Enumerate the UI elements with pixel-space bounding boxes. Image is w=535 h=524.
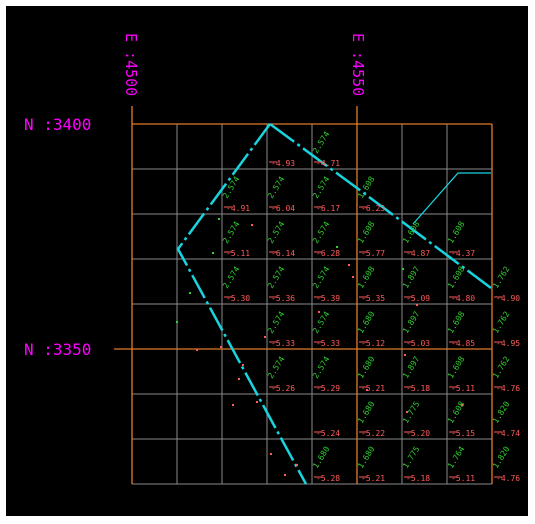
- survey-point: [406, 411, 408, 413]
- cell-lower-value: -5.36: [271, 294, 295, 303]
- cell-lower-value: -5.11: [226, 249, 250, 258]
- survey-point: [232, 404, 234, 406]
- cell-lower-value: -5.33: [316, 339, 340, 348]
- cell-lower-value: -5.18: [406, 474, 430, 483]
- cell-lower-value: -5.39: [316, 294, 340, 303]
- cell-lower-value: -4.90: [496, 294, 520, 303]
- survey-point: [404, 354, 406, 356]
- survey-point: [212, 252, 214, 254]
- northing-label-top: N :3400: [24, 115, 91, 134]
- cell-lower-value: -4.93: [271, 159, 295, 168]
- cell-lower-value: -5.15: [451, 429, 475, 438]
- cell-lower-value: -6.23: [361, 204, 385, 213]
- boundary-upper-right: [412, 172, 491, 225]
- survey-point: [318, 311, 320, 313]
- survey-point: [189, 292, 191, 294]
- cell-lower-value: -4.80: [451, 294, 475, 303]
- survey-point: [416, 304, 418, 306]
- survey-point: [256, 401, 258, 403]
- cell-lower-value: -5.30: [226, 294, 250, 303]
- cell-lower-value: -5.20: [406, 429, 430, 438]
- cell-lower-value: -4.95: [496, 339, 520, 348]
- cell-lower-value: -4.71: [316, 159, 340, 168]
- cell-lower-value: -5.12: [361, 339, 385, 348]
- cell-lower-value: -6.28: [316, 249, 340, 258]
- survey-point: [336, 246, 338, 248]
- cell-lower-value: -5.28: [316, 474, 340, 483]
- cell-lower-value: -4.87: [406, 249, 430, 258]
- cell-lower-value: -6.04: [271, 204, 295, 213]
- cell-lower-value: -4.76: [496, 384, 520, 393]
- boundary-diagonal: [269, 122, 492, 290]
- survey-point: [366, 389, 368, 391]
- boundary-lines: [176, 122, 492, 485]
- survey-point: [220, 346, 222, 348]
- cell-lower-value: -5.03: [406, 339, 430, 348]
- cell-lower-value: -5.09: [406, 294, 430, 303]
- survey-point: [238, 378, 240, 380]
- survey-point: [461, 404, 463, 406]
- survey-point: [348, 264, 350, 266]
- cell-lower-value: -4.76: [496, 474, 520, 483]
- cell-lower-value: -6.14: [271, 249, 295, 258]
- cell-lower-value: -5.33: [271, 339, 295, 348]
- survey-point: [176, 321, 178, 323]
- cell-lower-value: -5.77: [361, 249, 385, 258]
- cell-lower-value: -5.21: [361, 474, 385, 483]
- survey-markers: [176, 218, 463, 476]
- boundary-polygon: [176, 123, 308, 485]
- cell-lower-value: -5.29: [316, 384, 340, 393]
- cell-lower-value: -4.85: [451, 339, 475, 348]
- survey-point: [251, 224, 253, 226]
- survey-point: [264, 336, 266, 338]
- easting-label-right: E :4550: [349, 33, 367, 96]
- survey-point: [242, 364, 244, 366]
- survey-point: [352, 276, 354, 278]
- survey-point: [196, 349, 198, 351]
- axis-lines: [114, 106, 493, 484]
- easting-label-left: E :4500: [122, 33, 140, 96]
- survey-point: [218, 218, 220, 220]
- cell-lower-value: -5.24: [316, 429, 340, 438]
- cell-lower-value: -5.21: [361, 384, 385, 393]
- cell-lower-value: -4.37: [451, 249, 475, 258]
- survey-point: [402, 268, 404, 270]
- coordinate-labels: E :4500 E :4550 N :3400 N :3350: [24, 33, 367, 359]
- cell-lower-value: -5.22: [361, 429, 385, 438]
- cell-lower-value: -5.35: [361, 294, 385, 303]
- survey-point: [284, 474, 286, 476]
- survey-point: [270, 453, 272, 455]
- cell-lower-value: -4.74: [496, 429, 520, 438]
- cell-lower-value: -4.91: [226, 204, 250, 213]
- cell-lower-value: -5.11: [451, 384, 475, 393]
- grid-drawing: -4.932.574-4.712.574-4.912.574-6.042.574…: [6, 6, 528, 516]
- drawing-canvas: -4.93 2.574 -4.71 2.574 -4.91 2.574 -6.04 2.574…: [6, 6, 528, 516]
- cell-lower-value: -6.17: [316, 204, 340, 213]
- cell-lower-value: -5.11: [451, 474, 475, 483]
- cell-lower-value: -5.26: [271, 384, 295, 393]
- northing-label-mid: N :3350: [24, 340, 91, 359]
- survey-point: [296, 464, 298, 466]
- cell-lower-value: -5.18: [406, 384, 430, 393]
